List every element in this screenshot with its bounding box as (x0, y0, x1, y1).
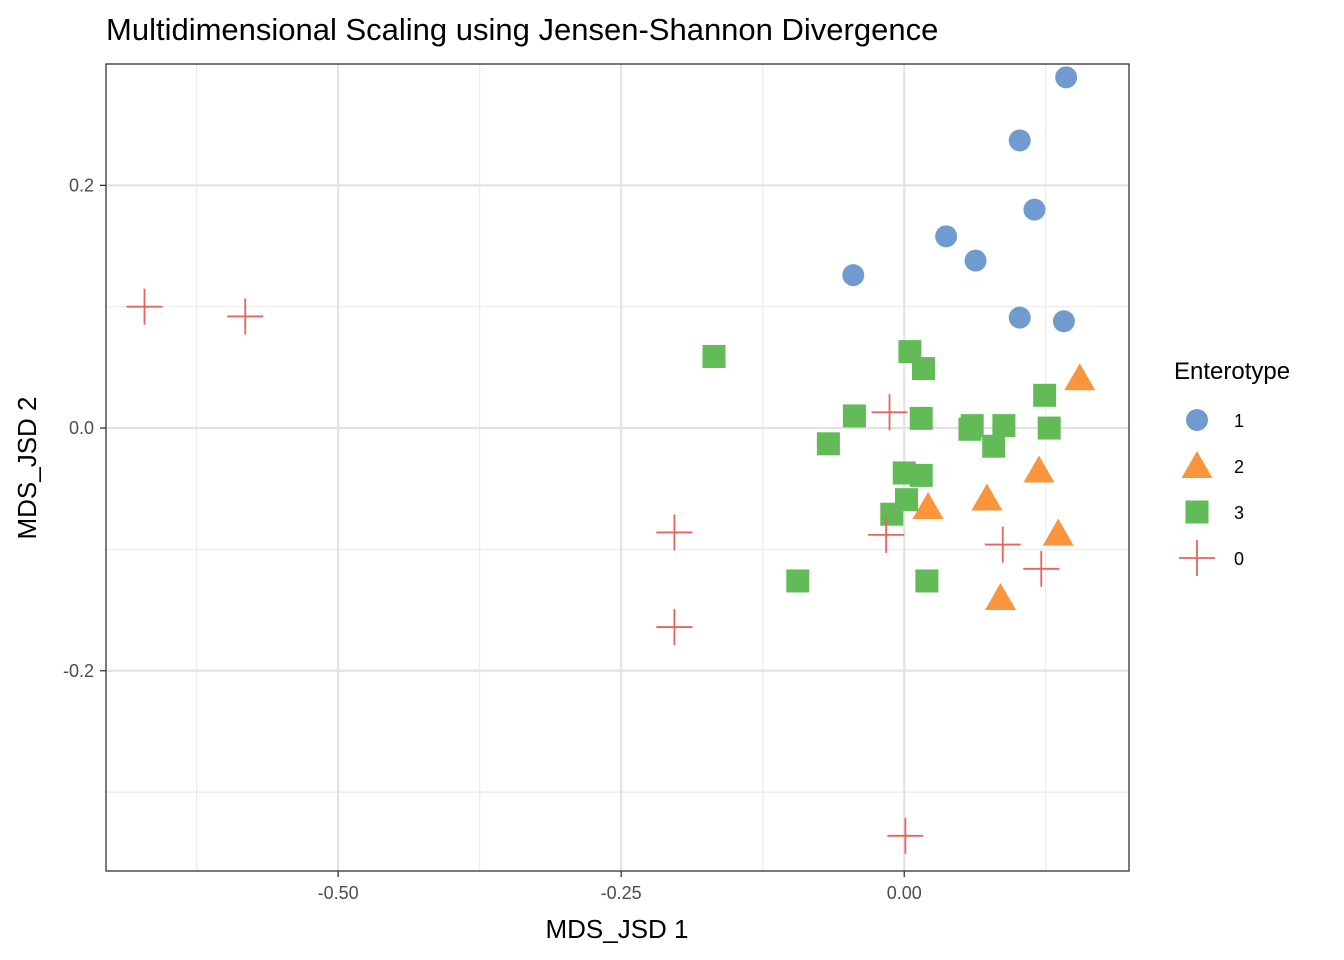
point-enterotype-0 (887, 817, 924, 854)
point-enterotype-3 (786, 569, 810, 593)
legend-items: 1 2 3 0 (1179, 409, 1244, 576)
series-0 (126, 288, 1060, 854)
point-enterotype-1 (964, 249, 987, 272)
y-axis: -0.2 0.0 0.2 (63, 175, 106, 681)
series-2 (912, 363, 1096, 610)
point-enterotype-1 (935, 225, 958, 248)
point-enterotype-0 (656, 514, 693, 551)
legend-item-0: 0 (1179, 540, 1244, 576)
point-enterotype-3 (911, 357, 935, 381)
point-enterotype-3 (1033, 383, 1057, 407)
point-enterotype-0 (984, 526, 1021, 563)
x-axis-title: MDS_JSD 1 (545, 914, 688, 944)
legend-key-1 (1186, 409, 1208, 431)
point-enterotype-3 (1037, 416, 1061, 440)
legend-label-1: 1 (1234, 411, 1244, 431)
legend-title: Enterotype (1174, 358, 1290, 385)
x-tick-label: 0.00 (887, 883, 922, 903)
legend-label-3: 3 (1234, 503, 1244, 523)
legend-label-0: 0 (1234, 549, 1244, 569)
legend: Enterotype 1 2 3 0 (1174, 358, 1290, 576)
point-enterotype-2 (912, 491, 944, 519)
point-enterotype-1 (1023, 198, 1046, 221)
data-points (126, 66, 1096, 854)
point-enterotype-0 (126, 288, 163, 325)
x-axis: -0.50 -0.25 0.00 (318, 871, 922, 903)
point-enterotype-3 (915, 569, 939, 593)
legend-label-2: 2 (1234, 457, 1244, 477)
series-1 (842, 66, 1078, 333)
point-enterotype-1 (1055, 66, 1078, 89)
panel-background (106, 64, 1129, 871)
legend-key-2 (1181, 451, 1213, 478)
point-enterotype-1 (842, 264, 865, 287)
series-3 (702, 340, 1061, 593)
point-enterotype-0 (227, 298, 264, 335)
chart-title: Multidimensional Scaling using Jensen-Sh… (106, 12, 938, 47)
point-enterotype-0 (868, 516, 905, 553)
x-tick-label: -0.50 (318, 883, 359, 903)
legend-key-0 (1179, 540, 1215, 576)
y-tick-label: 0.0 (69, 418, 94, 438)
point-enterotype-3 (842, 404, 866, 428)
y-axis-title: MDS_JSD 2 (12, 396, 42, 539)
point-enterotype-2 (1042, 518, 1074, 546)
plot-panel (105, 63, 1130, 872)
point-enterotype-3 (958, 417, 982, 441)
point-enterotype-2 (1064, 363, 1096, 391)
legend-item-1: 1 (1186, 409, 1244, 431)
point-enterotype-0 (656, 609, 693, 646)
point-enterotype-1 (1008, 129, 1031, 152)
point-enterotype-3 (880, 502, 904, 526)
point-enterotype-1 (1008, 306, 1031, 329)
legend-item-3: 3 (1185, 500, 1244, 524)
legend-item-2: 2 (1181, 451, 1244, 478)
point-enterotype-2 (1023, 455, 1055, 483)
point-enterotype-1 (1052, 310, 1075, 333)
legend-key-3 (1185, 500, 1209, 524)
y-tick-label: -0.2 (63, 661, 94, 681)
point-enterotype-3 (816, 432, 840, 456)
point-enterotype-0 (1023, 550, 1060, 587)
point-enterotype-3 (702, 344, 726, 368)
point-enterotype-2 (971, 483, 1003, 511)
x-tick-label: -0.25 (601, 883, 642, 903)
point-enterotype-3 (992, 414, 1016, 438)
point-enterotype-2 (984, 582, 1016, 610)
point-enterotype-3 (909, 463, 933, 487)
panel-border (105, 63, 1130, 872)
y-tick-label: 0.2 (69, 175, 94, 195)
point-enterotype-3 (982, 434, 1006, 458)
point-enterotype-3 (909, 406, 933, 430)
point-enterotype-0 (871, 394, 908, 431)
